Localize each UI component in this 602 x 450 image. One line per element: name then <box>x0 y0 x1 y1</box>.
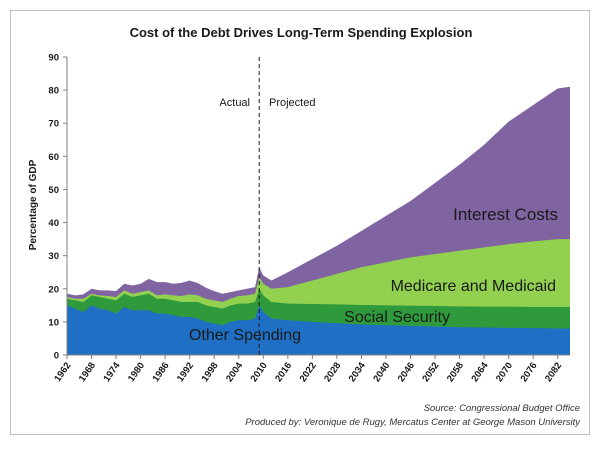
x-tick-label: 1986 <box>150 360 171 384</box>
x-tick-label: 2064 <box>469 360 491 384</box>
x-tick-label: 2004 <box>224 360 246 384</box>
y-tick-label: 20 <box>48 284 59 295</box>
series-label-social-security: Social Security <box>344 309 450 326</box>
annotation-actual: Actual <box>219 97 250 109</box>
series-label-other-spending: Other Spending <box>189 327 301 344</box>
y-tick-label: 40 <box>48 218 59 229</box>
x-tick-label: 2028 <box>322 360 343 384</box>
x-tick-label: 1974 <box>101 360 123 384</box>
x-tick-label: 1968 <box>77 360 98 384</box>
y-tick-label: 90 <box>48 53 59 64</box>
y-axis-label: Percentage of GDP <box>28 159 39 250</box>
y-tick-label: 80 <box>48 86 59 97</box>
x-tick-label: 2052 <box>420 360 441 384</box>
x-tick-labels: 1962 1968 1974 1980 1986 1992 1998 2004 2010 2016… <box>52 355 564 384</box>
x-tick-label: 2022 <box>298 360 319 384</box>
series-label-medicare-medicaid: Medicare and Medicaid <box>391 278 556 295</box>
x-tick-label: 1998 <box>200 360 221 384</box>
x-tick-label: 2070 <box>494 360 515 384</box>
x-tick-label: 2040 <box>371 360 392 384</box>
area-other-spending <box>67 305 570 355</box>
y-tick-label: 60 <box>48 152 59 163</box>
x-tick-label: 2010 <box>249 360 270 384</box>
series-label-interest-costs: Interest Costs <box>453 205 558 224</box>
y-tick-label: 30 <box>48 251 59 262</box>
y-tick-label: 10 <box>48 317 59 328</box>
x-tick-label: 1992 <box>175 360 196 384</box>
y-tick-label: 0 <box>54 351 59 362</box>
x-tick-label: 2016 <box>273 360 294 384</box>
y-tick-label: 70 <box>48 119 59 130</box>
x-tick-label: 1962 <box>52 360 73 384</box>
x-tick-label: 2046 <box>396 360 417 384</box>
x-tick-label: 2058 <box>445 360 466 384</box>
y-tick-labels: 0 10 20 30 40 50 60 70 80 90 <box>48 53 67 362</box>
source-note: Source: Congressional Budget Office <box>423 403 580 414</box>
x-tick-label: 2076 <box>519 360 540 384</box>
stacked-areas <box>67 86 570 356</box>
x-tick-label: 2082 <box>543 360 564 384</box>
chart-title: Cost of the Debt Drives Long-Term Spendi… <box>130 25 473 40</box>
x-tick-label: 1980 <box>126 360 147 384</box>
produced-by-note: Produced by: Veronique de Rugy, Mercatus… <box>245 417 580 428</box>
y-tick-label: 50 <box>48 185 59 196</box>
axes <box>66 57 570 356</box>
annotation-projected: Projected <box>269 97 315 109</box>
x-tick-label: 2034 <box>347 360 369 384</box>
